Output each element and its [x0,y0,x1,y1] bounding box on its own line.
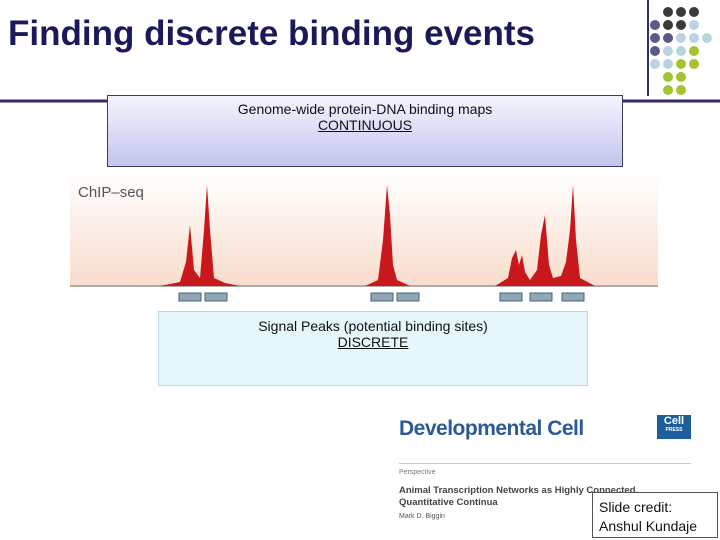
chip-panel [70,172,658,287]
article-section: Perspective [399,469,436,476]
dot-grid [650,7,712,95]
signal-peaks [160,185,595,286]
discrete-box: Signal Peaks (potential binding sites) D… [158,311,588,386]
chip-label: ChIP–seq [78,184,144,201]
box-text: Signal Peaks (potential binding sites) [258,318,488,334]
continuous-box: Genome-wide protein-DNA binding maps CON… [107,95,623,167]
box-keyword: CONTINUOUS [317,117,413,133]
rule [399,463,691,464]
logo-sub: PRESS [665,427,683,433]
box-keyword: DISCRETE [337,334,409,350]
article-author: Mark D. Biggin [399,513,445,520]
peak-calls [178,292,585,302]
journal-name: Developmental Cell [399,417,584,440]
journal-logo: Cell PRESS [657,415,691,439]
logo-text: Cell [663,415,685,427]
box-text: Genome-wide protein-DNA binding maps [237,101,493,117]
article-title: Animal Transcription Networks as Highly … [399,485,639,508]
credit-text: Slide credit: [599,499,673,515]
credit-box: Slide credit: Anshul Kundaje [592,492,718,538]
slide-title: Finding discrete binding events [8,14,535,53]
credit-text: Anshul Kundaje [599,518,698,534]
